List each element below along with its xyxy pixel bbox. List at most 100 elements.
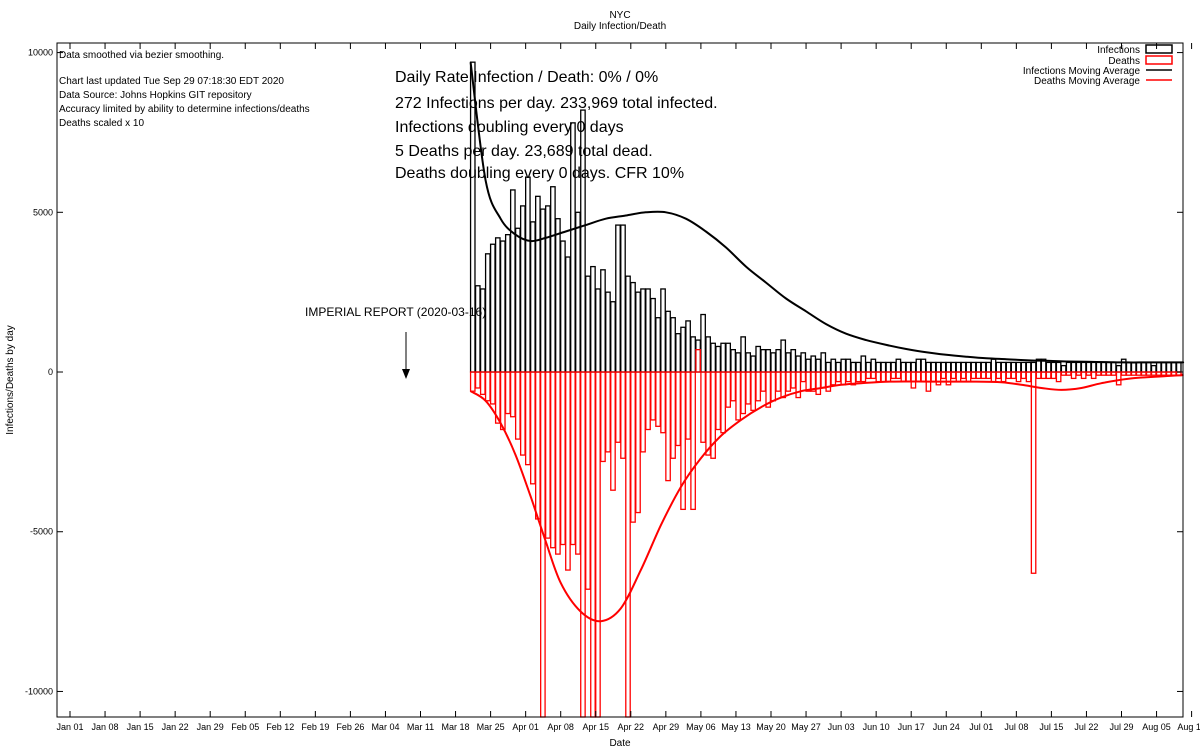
death-bar — [1040, 371, 1047, 380]
infection-bar — [775, 348, 782, 373]
legend-label-deaths: Deaths — [1108, 56, 1140, 67]
death-bar — [1090, 371, 1097, 380]
x-tick-label: Jun 24 — [933, 722, 960, 732]
infection-bar — [650, 297, 656, 373]
death-bar — [1110, 371, 1117, 376]
infection-bar — [680, 326, 686, 373]
x-tick-label: May 06 — [686, 722, 716, 732]
death-bar — [1120, 371, 1127, 376]
infection-bar — [590, 265, 596, 373]
x-tick-label: May 13 — [721, 722, 751, 732]
death-bar — [930, 371, 937, 383]
death-bar — [790, 371, 797, 389]
death-bar — [885, 371, 892, 383]
infection-bar — [494, 237, 501, 373]
death-bar — [950, 371, 957, 380]
death-bar — [610, 371, 616, 491]
death-bar — [770, 371, 777, 402]
death-bar — [650, 371, 656, 421]
infection-bar — [565, 256, 571, 373]
infection-bar — [640, 288, 646, 373]
infection-bar — [1105, 361, 1112, 373]
x-tick-label: Mar 25 — [477, 722, 505, 732]
death-bar — [980, 371, 987, 380]
death-bar — [845, 371, 852, 383]
infection-bar — [1110, 361, 1117, 373]
y-tick-label: 0 — [48, 367, 53, 377]
infection-bar — [655, 317, 661, 373]
note-line: Accuracy limited by ability to determine… — [59, 104, 310, 115]
infection-bar — [545, 205, 551, 373]
death-bar — [830, 371, 837, 386]
x-tick-label: Jan 08 — [92, 722, 119, 732]
death-bar — [995, 371, 1002, 380]
death-bar — [1105, 371, 1112, 376]
x-tick-label: Aug 05 — [1142, 722, 1171, 732]
death-bar — [910, 371, 917, 389]
infection-bar — [575, 211, 581, 373]
infection-bar — [489, 243, 496, 373]
note-line: Data Source: Johns Hopkins GIT repositor… — [59, 90, 252, 101]
death-bar — [860, 371, 867, 383]
infection-bar — [550, 186, 556, 373]
deaths-moving-average-line — [470, 373, 1184, 623]
death-bar — [795, 371, 802, 399]
death-bar — [1070, 371, 1077, 380]
infection-bar — [960, 361, 967, 373]
infection-bar — [845, 358, 852, 373]
infection-bar — [945, 361, 952, 373]
death-bar — [915, 371, 922, 383]
notes: Data smoothed via bezier smoothing. Char… — [59, 50, 310, 129]
death-bar — [945, 371, 952, 386]
death-bar — [525, 371, 531, 466]
death-bar — [469, 371, 476, 392]
infection-bar — [1170, 361, 1177, 373]
death-bar — [700, 371, 706, 443]
death-bar — [605, 371, 611, 453]
death-bar — [985, 371, 992, 380]
death-bar — [640, 371, 646, 453]
infection-bar — [625, 275, 631, 373]
death-bar — [1085, 371, 1092, 376]
death-bar — [965, 371, 972, 383]
infection-bar — [1075, 361, 1082, 373]
death-bar — [720, 371, 726, 434]
death-bar — [815, 371, 822, 396]
y-tick-label: -5000 — [30, 527, 53, 537]
infection-bar — [870, 358, 877, 373]
death-bar — [1135, 371, 1142, 376]
death-bar — [484, 371, 491, 402]
infection-bar — [1135, 361, 1142, 373]
infection-bar — [1100, 361, 1107, 373]
death-bar — [509, 371, 516, 418]
infection-bar — [1175, 361, 1182, 373]
infection-bar — [820, 352, 827, 373]
death-bar — [1115, 371, 1122, 386]
infection-bar — [865, 361, 872, 373]
death-bar — [540, 371, 546, 718]
death-bar — [1050, 371, 1057, 380]
infection-bar — [955, 361, 962, 373]
lines-layer — [469, 62, 1185, 623]
infection-bar — [1080, 361, 1087, 373]
infection-bar — [600, 269, 606, 373]
death-bar — [835, 371, 842, 383]
x-tick-label: Apr 22 — [618, 722, 645, 732]
death-bar — [905, 371, 912, 383]
x-axis: Jan 01 Jan 08 Jan 15 Jan 22 Jan 29 Feb 05 Feb … — [56, 43, 1200, 732]
infection-bar — [585, 275, 591, 373]
x-tick-label: Mar 11 — [407, 722, 434, 732]
infections-moving-average-line — [469, 62, 1185, 364]
infection-bar — [1090, 361, 1097, 373]
infection-bar — [720, 342, 726, 373]
infection-bar — [1010, 361, 1017, 373]
death-bar — [630, 371, 636, 523]
infection-bar — [525, 176, 531, 373]
legend-swatch-infections — [1145, 44, 1173, 54]
x-tick-label: Apr 08 — [547, 722, 574, 732]
death-bar — [1160, 371, 1167, 376]
infection-bar — [1045, 361, 1052, 373]
infection-bar — [1065, 361, 1072, 373]
infection-bar — [1145, 361, 1152, 373]
y-tick-label: 10000 — [28, 48, 53, 58]
